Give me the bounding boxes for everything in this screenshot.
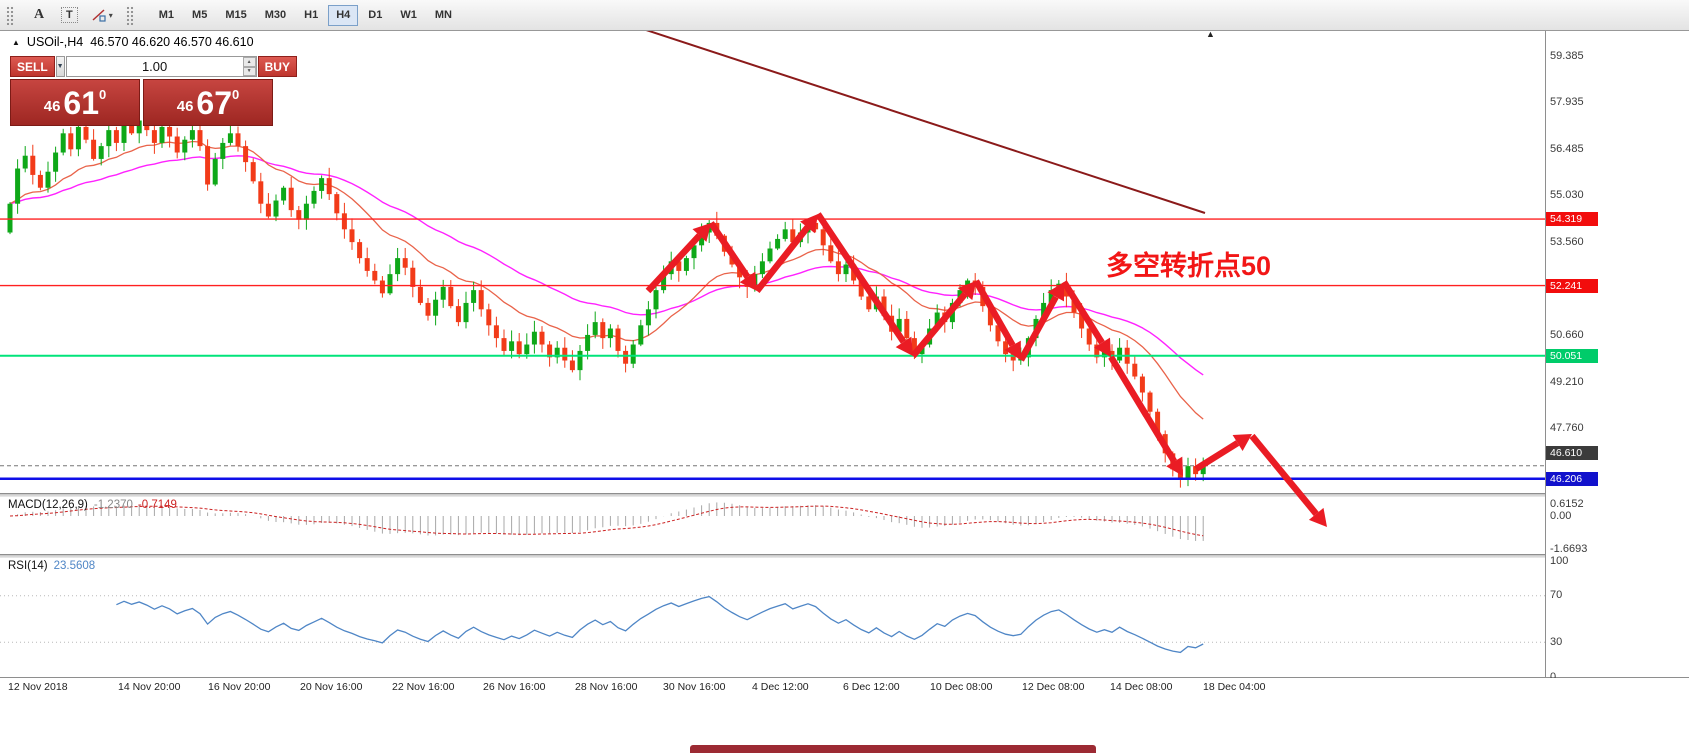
- font-tool-button[interactable]: A: [26, 4, 52, 26]
- time-axis-label: 12 Dec 08:00: [1022, 681, 1085, 693]
- price-axis-label: 57.935: [1550, 96, 1584, 109]
- sell-price-small: 46: [43, 98, 61, 115]
- time-axis-label: 30 Nov 16:00: [663, 681, 726, 693]
- rsi-axis-label: 0: [1550, 670, 1557, 683]
- macd-pane-canvas[interactable]: [0, 496, 1545, 554]
- toolbar: A T ▾ M1 M5 M15 M30 H1 H4 D1 W1 MN: [0, 0, 1689, 31]
- price-axis-label: 55.030: [1550, 189, 1584, 202]
- rsi-value: 23.5608: [53, 560, 96, 572]
- chart-ohlc-title: ▲ USOil-,H4 46.570 46.620 46.570 46.610: [12, 35, 254, 49]
- buy-button[interactable]: BUY: [257, 56, 297, 77]
- time-axis-label: 28 Nov 16:00: [575, 681, 638, 693]
- buy-price-big: 67: [196, 84, 233, 121]
- time-axis-label: 26 Nov 16:00: [483, 681, 546, 693]
- price-axis-label: 56.485: [1550, 142, 1584, 155]
- background-window-sliver: [690, 745, 1096, 753]
- timeframe-button-M1[interactable]: M1: [151, 5, 182, 26]
- shapes-icon: [92, 9, 106, 22]
- timeframe-button-H4[interactable]: H4: [328, 4, 359, 26]
- macd-indicator-title: MACD(12,26,9) -1.2370 -0.7149: [8, 499, 177, 511]
- timeframe-button-W1[interactable]: W1: [392, 5, 425, 26]
- timeframe-button-MN[interactable]: MN: [427, 5, 460, 26]
- chart-annotation-text: 多空转折点50: [1106, 251, 1272, 281]
- timeframe-button-M5[interactable]: M5: [184, 5, 215, 26]
- time-axis-label: 14 Dec 08:00: [1110, 681, 1173, 693]
- time-axis-label: 18 Dec 04:00: [1203, 681, 1266, 693]
- chevron-down-icon: ▾: [108, 10, 113, 20]
- time-axis-label: 6 Dec 12:00: [843, 681, 900, 693]
- price-badge: 52.241: [1546, 278, 1598, 293]
- volume-input[interactable]: [66, 57, 243, 76]
- timeframe-button-group: M1 M5 M15 M30 H1 H4 D1 W1 MN: [150, 4, 461, 26]
- ohlc-values: 46.570 46.620 46.570 46.610: [90, 35, 254, 49]
- timeframe-button-M30[interactable]: M30: [257, 5, 294, 26]
- rsi-axis-label: 30: [1550, 635, 1563, 648]
- time-axis-label: 16 Nov 20:00: [208, 681, 271, 693]
- rsi-axis-label: 70: [1550, 589, 1563, 602]
- price-badge: 46.610: [1546, 445, 1598, 460]
- volume-decrease-button[interactable]: ▼: [242, 66, 256, 76]
- timeframe-toolbar-drag-handle[interactable]: [124, 5, 134, 25]
- price-badge: 50.051: [1546, 348, 1598, 363]
- time-axis-label: 20 Nov 16:00: [300, 681, 363, 693]
- toolbar-drag-handle[interactable]: [5, 5, 14, 25]
- time-axis-label: 4 Dec 12:00: [752, 681, 809, 693]
- timeframe-button-D1[interactable]: D1: [360, 5, 390, 26]
- time-axis[interactable]: 12 Nov 2018 14 Nov 20:00 16 Nov 20:00 20 No…: [0, 678, 1689, 696]
- time-axis-border: [0, 677, 1689, 678]
- macd-name: MACD(12,26,9): [8, 499, 88, 511]
- chart-shift-marker-icon: ▲: [1206, 29, 1215, 39]
- sell-price-big: 61: [63, 84, 100, 121]
- sell-price-sup: 0: [99, 87, 107, 102]
- rsi-axis-label: 100: [1550, 554, 1569, 567]
- sell-price-display[interactable]: 46 61 0: [10, 79, 140, 126]
- time-axis-label: 22 Nov 16:00: [392, 681, 455, 693]
- price-axis-label: 53.560: [1550, 236, 1584, 249]
- price-axis-label: 49.210: [1550, 375, 1584, 388]
- price-axis-border: [1545, 31, 1546, 677]
- time-axis-label: 10 Dec 08:00: [930, 681, 993, 693]
- macd-axis-label: 0.00: [1550, 510, 1572, 522]
- symbol-name: USOil-,H4: [26, 35, 84, 49]
- symbol-marker-icon: ▲: [12, 37, 20, 47]
- macd-axis-label: 0.6152: [1550, 498, 1584, 510]
- buy-price-display[interactable]: 46 67 0: [143, 79, 273, 126]
- text-label-tool-button[interactable]: T: [56, 4, 83, 26]
- buy-price-sup: 0: [232, 87, 240, 102]
- price-axis-label: 59.385: [1550, 50, 1584, 62]
- price-axis-label: 50.660: [1550, 329, 1584, 342]
- rsi-name: RSI(14): [8, 560, 48, 572]
- text-label-icon: T: [61, 7, 78, 23]
- macd-axis-label: -1.6693: [1550, 542, 1588, 555]
- volume-increase-button[interactable]: ▲: [242, 57, 256, 67]
- price-badge: 54.319: [1546, 212, 1598, 227]
- macd-signal-value: -0.7149: [137, 499, 177, 511]
- volume-dropdown-button[interactable]: ▼: [55, 56, 65, 77]
- price-badge: 46.206: [1546, 471, 1598, 486]
- volume-spinner: ▲ ▼: [242, 57, 256, 76]
- price-axis[interactable]: 59.385 57.935 56.485 55.030 53.560 50.660 49.2…: [1546, 31, 1689, 683]
- buy-price-small: 46: [176, 98, 194, 115]
- timeframe-button-M15[interactable]: M15: [217, 5, 254, 26]
- rsi-indicator-title: RSI(14) 23.5608: [8, 560, 95, 572]
- sell-button[interactable]: SELL: [10, 56, 55, 77]
- price-axis-label: 47.760: [1550, 422, 1584, 434]
- volume-field-wrap: ▲ ▼: [65, 56, 257, 77]
- time-axis-label: 14 Nov 20:00: [118, 681, 181, 693]
- timeframe-button-H1[interactable]: H1: [296, 5, 326, 26]
- macd-main-value: -1.2370: [93, 499, 133, 511]
- shapes-tool-button[interactable]: ▾: [87, 4, 118, 26]
- time-axis-label: 12 Nov 2018: [8, 681, 68, 693]
- rsi-pane-canvas[interactable]: [0, 557, 1545, 677]
- one-click-trading-panel: SELL ▼ ▲ ▼ BUY 46 61 0 46 67 0: [10, 56, 297, 126]
- chevron-down-icon: ▼: [56, 63, 64, 70]
- pane-resize-handle[interactable]: [0, 493, 1689, 497]
- pane-resize-handle[interactable]: [0, 554, 1689, 558]
